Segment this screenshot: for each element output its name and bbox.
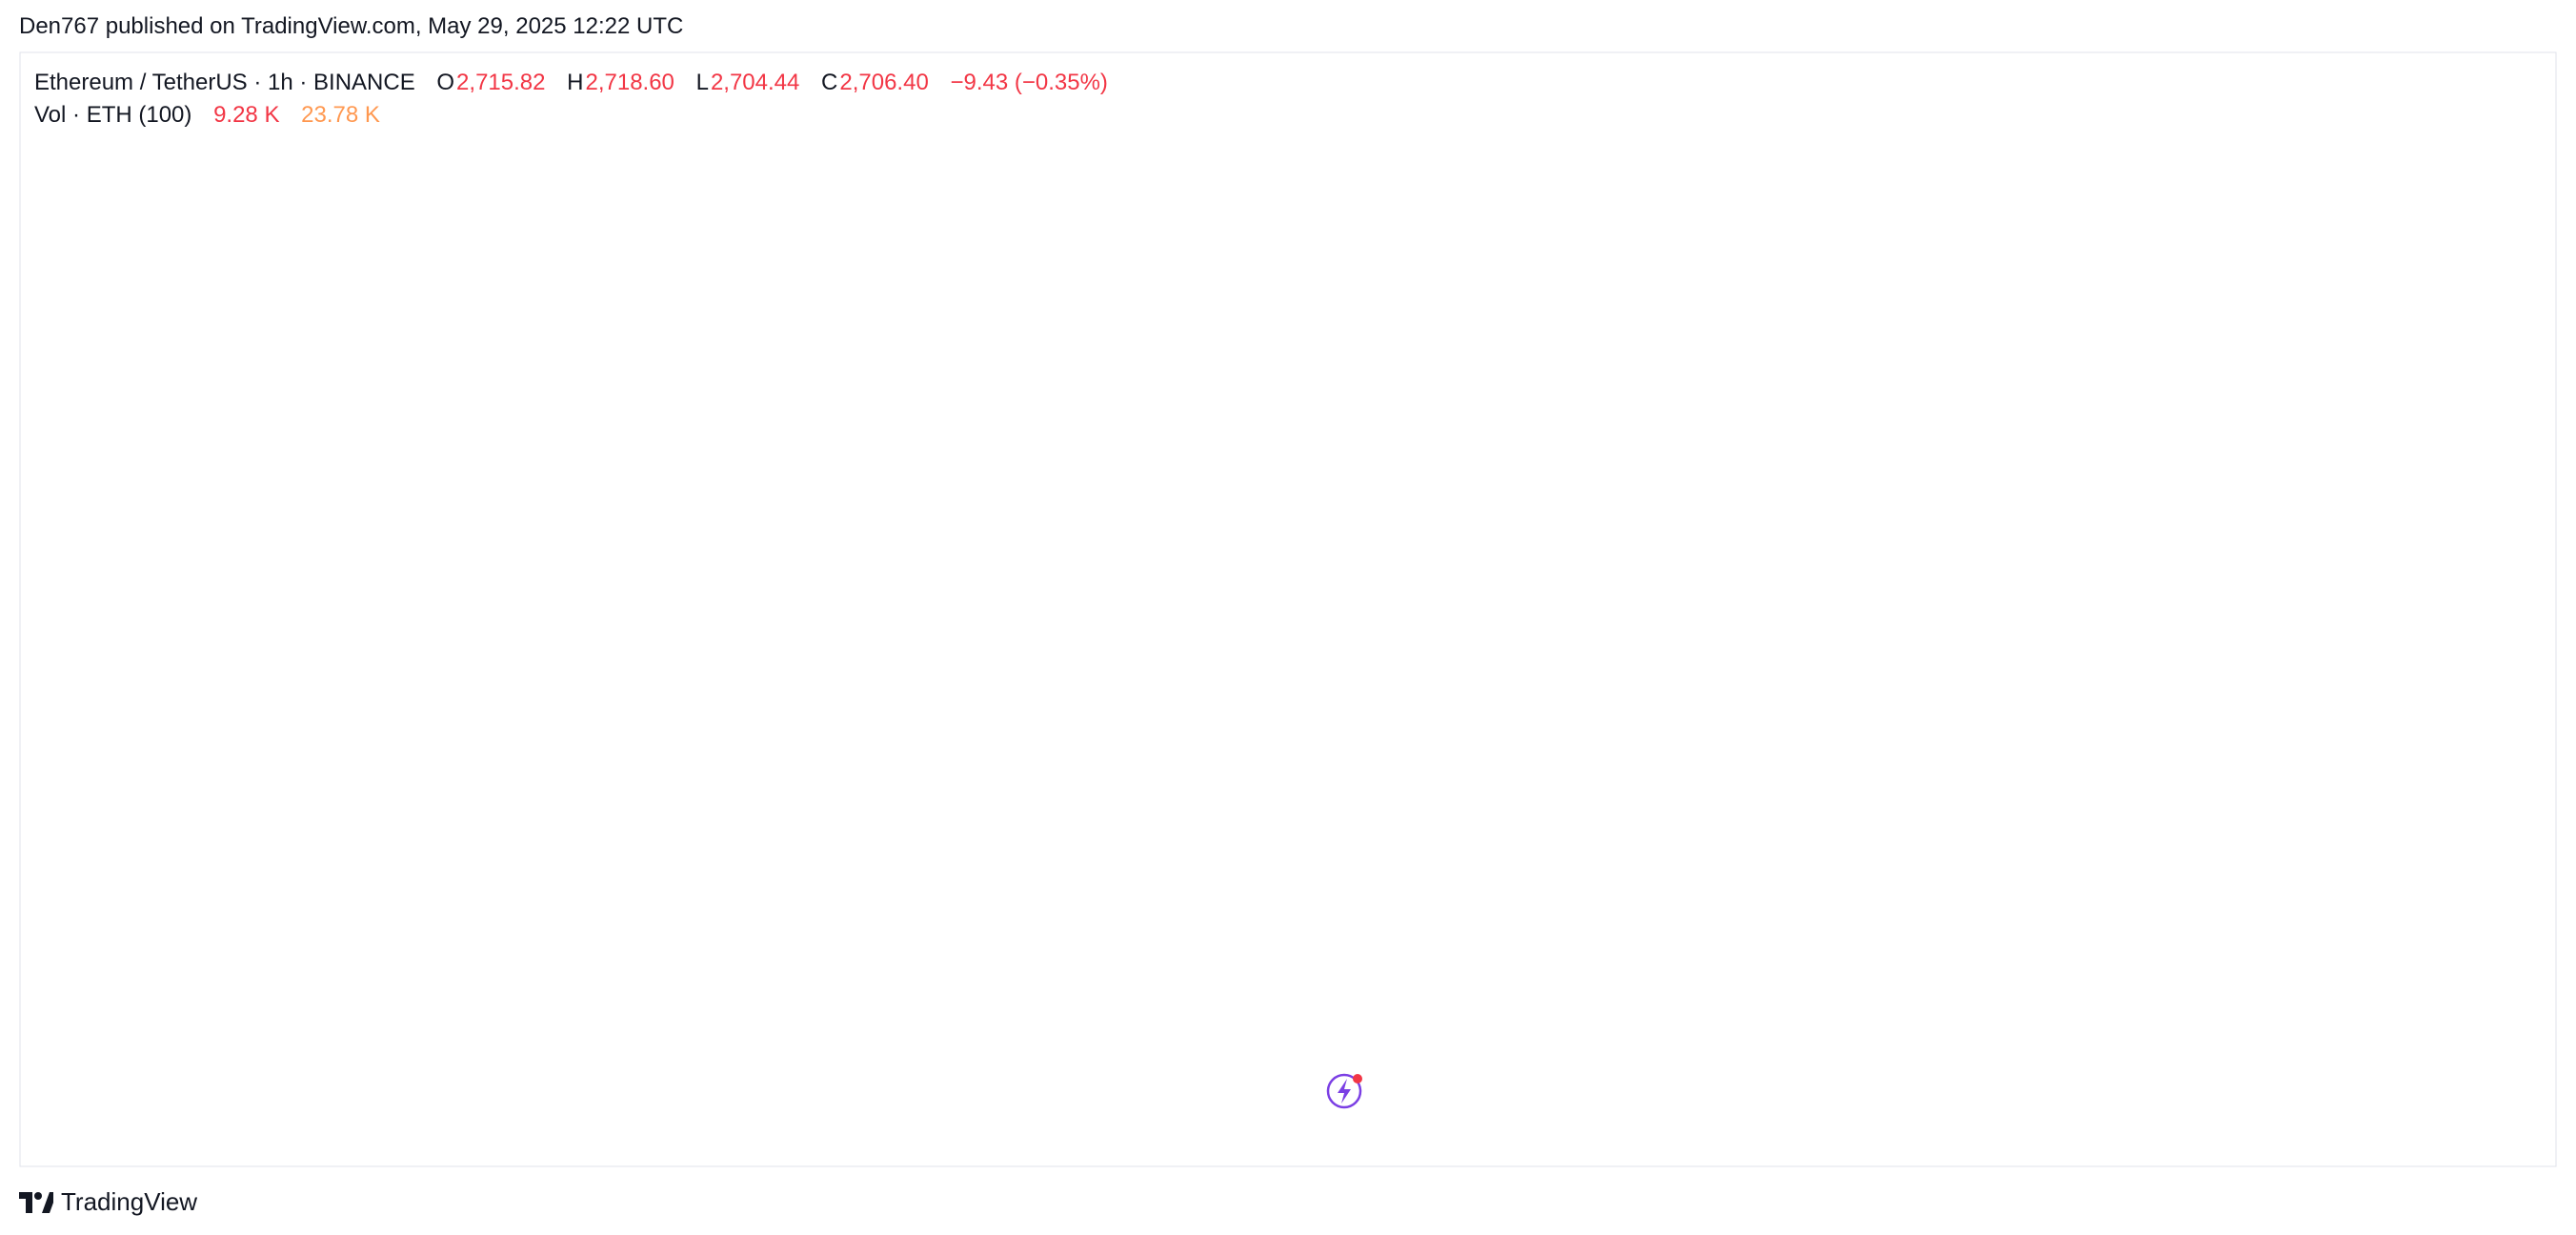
legend-volume: Vol · ETH (100) 9.28 K 23.78 K [34,99,1110,132]
o-key: O [436,70,455,95]
publisher-line: Den767 published on TradingView.com, May… [19,13,684,39]
volume-ma-value: 23.78 K [301,102,380,128]
c-value: 2,706.40 [839,70,929,95]
volume-value: 9.28 K [213,102,280,128]
legend-price: Ethereum / TetherUS · 1h · BINANCE O2,71… [34,67,1110,99]
h-key: H [567,70,584,95]
volume-name: Vol · ETH (100) [34,102,192,128]
l-value: 2,704.44 [710,70,800,95]
alert-icon [1326,1073,1362,1109]
h-value: 2,718.60 [585,70,674,95]
chart-frame [19,51,2557,1167]
brand: TradingView [61,1187,198,1216]
o-value: 2,715.82 [456,70,546,95]
c-key: C [821,70,838,95]
footer: TradingView [19,1187,197,1217]
symbol: Ethereum / TetherUS · 1h · BINANCE [34,70,415,95]
l-key: L [695,70,709,95]
logo [19,1191,53,1213]
legend: Ethereum / TetherUS · 1h · BINANCE O2,71… [34,67,1110,132]
change: −9.43 (−0.35%) [950,70,1108,95]
